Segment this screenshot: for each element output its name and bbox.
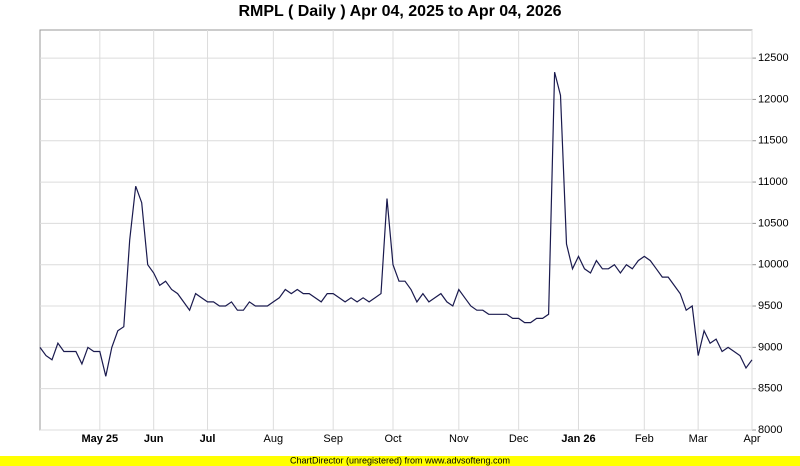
x-tick-label: Jun — [144, 433, 164, 445]
y-tick-label: 8000 — [758, 424, 782, 436]
x-tick-label: Nov — [449, 433, 469, 445]
y-tick-label: 9000 — [758, 341, 782, 353]
y-tick-label: 11500 — [758, 135, 788, 147]
y-tick-label: 9500 — [758, 300, 782, 312]
y-tick-label: 11000 — [758, 176, 788, 188]
x-tick-label: Oct — [384, 433, 401, 445]
x-tick-label: Jul — [200, 433, 216, 445]
footer-band — [0, 456, 800, 466]
y-tick-label: 8500 — [758, 383, 782, 395]
chart-title: RMPL ( Daily ) Apr 04, 2025 to Apr 04, 2… — [238, 3, 561, 20]
x-tick-label: Jan 26 — [561, 433, 595, 445]
x-tick-label: Mar — [689, 433, 708, 445]
y-tick-label: 10000 — [758, 259, 789, 271]
y-tick-label: 12500 — [758, 52, 789, 64]
y-tick-label: 12000 — [758, 93, 789, 105]
x-tick-label: Aug — [264, 433, 284, 445]
plot-area — [39, 29, 753, 431]
x-tick-label: Apr — [743, 433, 760, 445]
x-tick-label: Feb — [635, 433, 654, 445]
price-line — [39, 71, 753, 377]
y-tick-label: 10500 — [758, 217, 789, 229]
x-tick-label: May 25 — [81, 433, 118, 445]
x-tick-label: Dec — [509, 433, 529, 445]
x-tick-label: Sep — [323, 433, 343, 445]
footer: ChartDirector (unregistered) from www.ad… — [290, 455, 510, 465]
